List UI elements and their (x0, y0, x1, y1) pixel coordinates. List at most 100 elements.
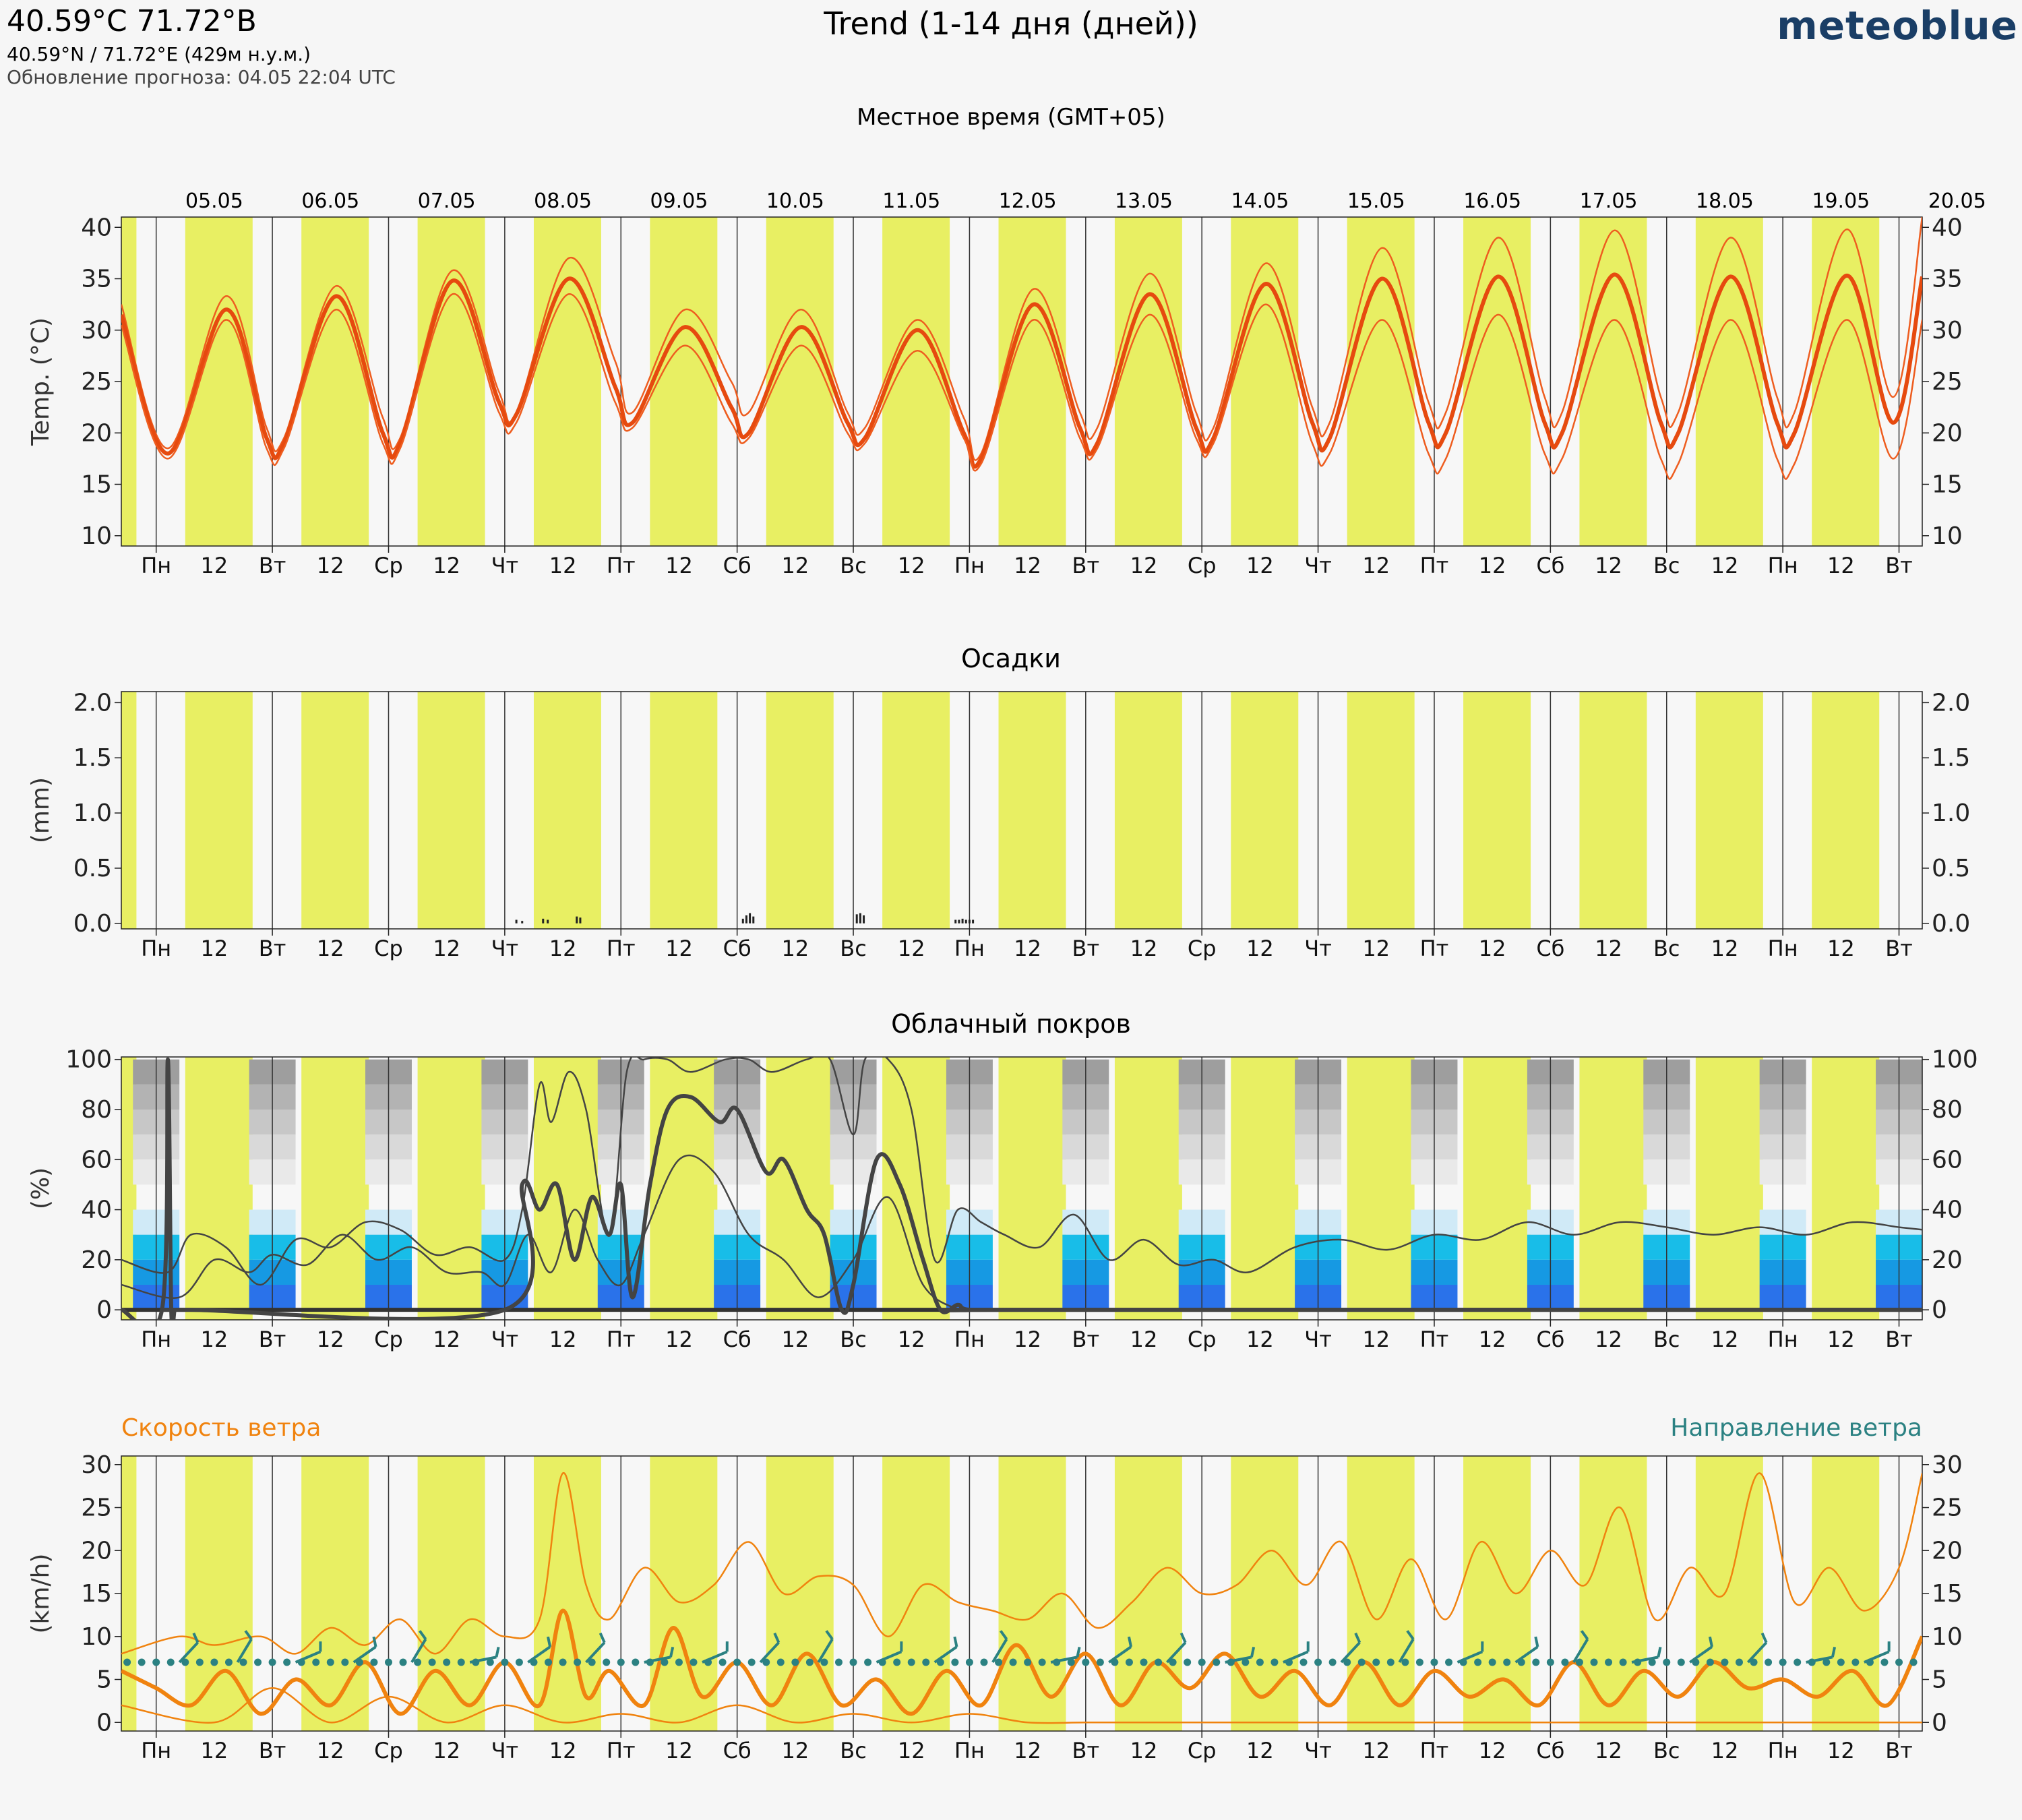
y-tick-label: 2.0 (73, 689, 112, 717)
noon-label: 12 (1362, 553, 1390, 578)
y-tick-label: 30 (1932, 1451, 1963, 1479)
wind-barb (1746, 1633, 1768, 1664)
wind-barb-shaft (236, 1638, 253, 1664)
precip-bar (741, 918, 744, 923)
weekday-label: Сб (723, 1327, 752, 1352)
noon-label: 12 (1827, 553, 1855, 578)
daylight-band (998, 217, 1066, 546)
wind-direction-dot (893, 1658, 901, 1666)
wind-direction-dot (224, 1658, 233, 1666)
wind-barb (178, 1633, 200, 1664)
wind-direction-dot (195, 1658, 204, 1666)
noon-label: 12 (1479, 1327, 1506, 1352)
forecast-update-time: Обновление прогноза: 04.05 22:04 UTC (7, 66, 396, 88)
wind-barb (759, 1633, 780, 1664)
wind-barb-feather (244, 1630, 253, 1640)
wind-direction-dot (1561, 1658, 1569, 1666)
wind-direction-dot (1184, 1658, 1192, 1666)
daylight-band (1463, 1456, 1531, 1731)
temperature-panel: 10 10 15 15 20 20 25 25 30 30 35 35 40 40 Пн 12 Вт 12 Ср 12… (27, 214, 1963, 578)
y-tick-label: 20 (81, 419, 112, 447)
y-tick-label: 80 (1932, 1096, 1963, 1124)
wind-direction-dot (1677, 1658, 1685, 1666)
brand-logo[interactable]: meteoblue (1777, 3, 2018, 49)
wind-direction-dot (443, 1658, 451, 1666)
daylight-band (766, 1057, 834, 1320)
daylight-band (533, 692, 601, 929)
wind-barb-shaft (1631, 1656, 1659, 1664)
wind-barb-feather (192, 1633, 200, 1643)
y-tick-label: 25 (81, 368, 112, 396)
y-tick-label: 10 (81, 1623, 112, 1651)
weekday-label: Пт (1420, 936, 1449, 961)
daylight-band (1463, 217, 1531, 546)
noon-label: 12 (1827, 1327, 1855, 1352)
wind-direction-dot (1009, 1658, 1017, 1666)
wind-barb-feather (1127, 1636, 1133, 1647)
wind-barb-feather (773, 1633, 780, 1643)
wind-direction-dot (1488, 1658, 1496, 1666)
weekday-label: Чт (491, 553, 519, 578)
wind-direction-dot (341, 1658, 349, 1666)
weekday-label: Сб (1536, 936, 1564, 961)
y-tick-label: 0.0 (1932, 910, 1970, 938)
wind-barb-feather (1354, 1633, 1361, 1643)
date-label: 12.05 (999, 189, 1057, 213)
wind-barb-feather (725, 1641, 729, 1652)
wind-barb (1225, 1647, 1256, 1664)
wind-direction-dot (1794, 1658, 1802, 1666)
y-tick-label: 0.5 (73, 855, 112, 882)
weekday-label: Ср (374, 1738, 403, 1763)
wind-barb-feather (1831, 1647, 1837, 1658)
noon-label: 12 (201, 936, 228, 961)
y-axis-label: (mm) (27, 777, 55, 843)
wind-barb-shaft (1746, 1641, 1768, 1664)
daylight-band (185, 692, 253, 929)
noon-label: 12 (1479, 553, 1506, 578)
date-label: 10.05 (766, 189, 824, 213)
y-tick-label: 15 (81, 471, 112, 499)
cloud_cover-min-line (121, 1154, 958, 1311)
wind-direction-dot (1213, 1658, 1221, 1666)
wind-barb-feather (1708, 1636, 1713, 1647)
wind-direction-dot (370, 1658, 378, 1666)
daylight-band (301, 217, 369, 546)
wind-direction-dot (181, 1658, 189, 1666)
wind-direction-dot (834, 1658, 842, 1666)
wind-direction-dot (559, 1658, 567, 1666)
wind-direction-dot (515, 1658, 523, 1666)
date-label: 06.05 (301, 189, 359, 213)
wind-max-line (121, 1472, 1922, 1655)
noon-label: 12 (781, 1327, 809, 1352)
y-axis-label: (%) (27, 1167, 55, 1209)
y-tick-label: 40 (1932, 214, 1963, 241)
wind-direction-dot (1386, 1658, 1395, 1666)
y-tick-label: 1.0 (73, 799, 112, 827)
weekday-label: Ср (1188, 553, 1217, 578)
wind-direction-dot (1357, 1658, 1366, 1666)
noon-label: 12 (1246, 553, 1274, 578)
noon-label: 12 (898, 1738, 925, 1763)
weekday-label: Вт (259, 1327, 286, 1352)
wind-barb-feather (825, 1630, 834, 1640)
wind-barb (817, 1630, 834, 1664)
precip-bar (547, 919, 549, 923)
wind-direction-dot (718, 1658, 727, 1666)
wind-barb (1283, 1641, 1310, 1664)
wind-direction-dot (1590, 1658, 1598, 1666)
noon-label: 12 (1711, 1327, 1739, 1352)
daylight-band (301, 1456, 369, 1731)
wind-barb-shaft (527, 1645, 551, 1664)
weekday-label: Пт (607, 1327, 636, 1352)
wind-direction-dot (428, 1658, 436, 1666)
wind-direction-dot (1328, 1658, 1337, 1666)
wind-direction-dot (399, 1658, 407, 1666)
weekday-label: Вт (1072, 1327, 1100, 1352)
daylight-band (533, 217, 601, 546)
daylight-band (1347, 1057, 1415, 1320)
weekday-label: Вс (1653, 1327, 1680, 1352)
wind-direction-dot (791, 1658, 799, 1666)
precip-bar (958, 919, 960, 923)
weekday-label: Пт (607, 936, 636, 961)
noon-label: 12 (1246, 1738, 1274, 1763)
